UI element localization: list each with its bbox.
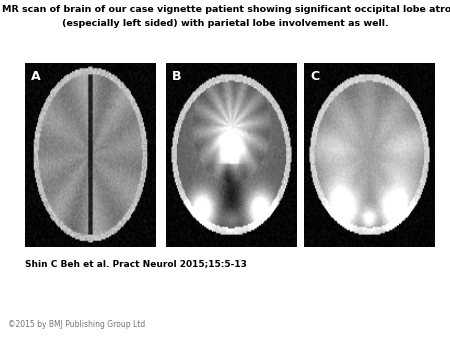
Text: The MR scan of brain of our case vignette patient showing significant occipital : The MR scan of brain of our case vignett… [0,5,450,14]
Text: Shin C Beh et al. Pract Neurol 2015;15:5-13: Shin C Beh et al. Pract Neurol 2015;15:5… [25,259,247,268]
Text: ©2015 by BMJ Publishing Group Ltd: ©2015 by BMJ Publishing Group Ltd [8,320,145,330]
Text: A: A [31,70,41,83]
Text: PN: PN [395,301,420,319]
Text: (especially left sided) with parietal lobe involvement as well.: (especially left sided) with parietal lo… [62,19,388,28]
Text: C: C [310,70,320,83]
Text: B: B [172,70,182,83]
